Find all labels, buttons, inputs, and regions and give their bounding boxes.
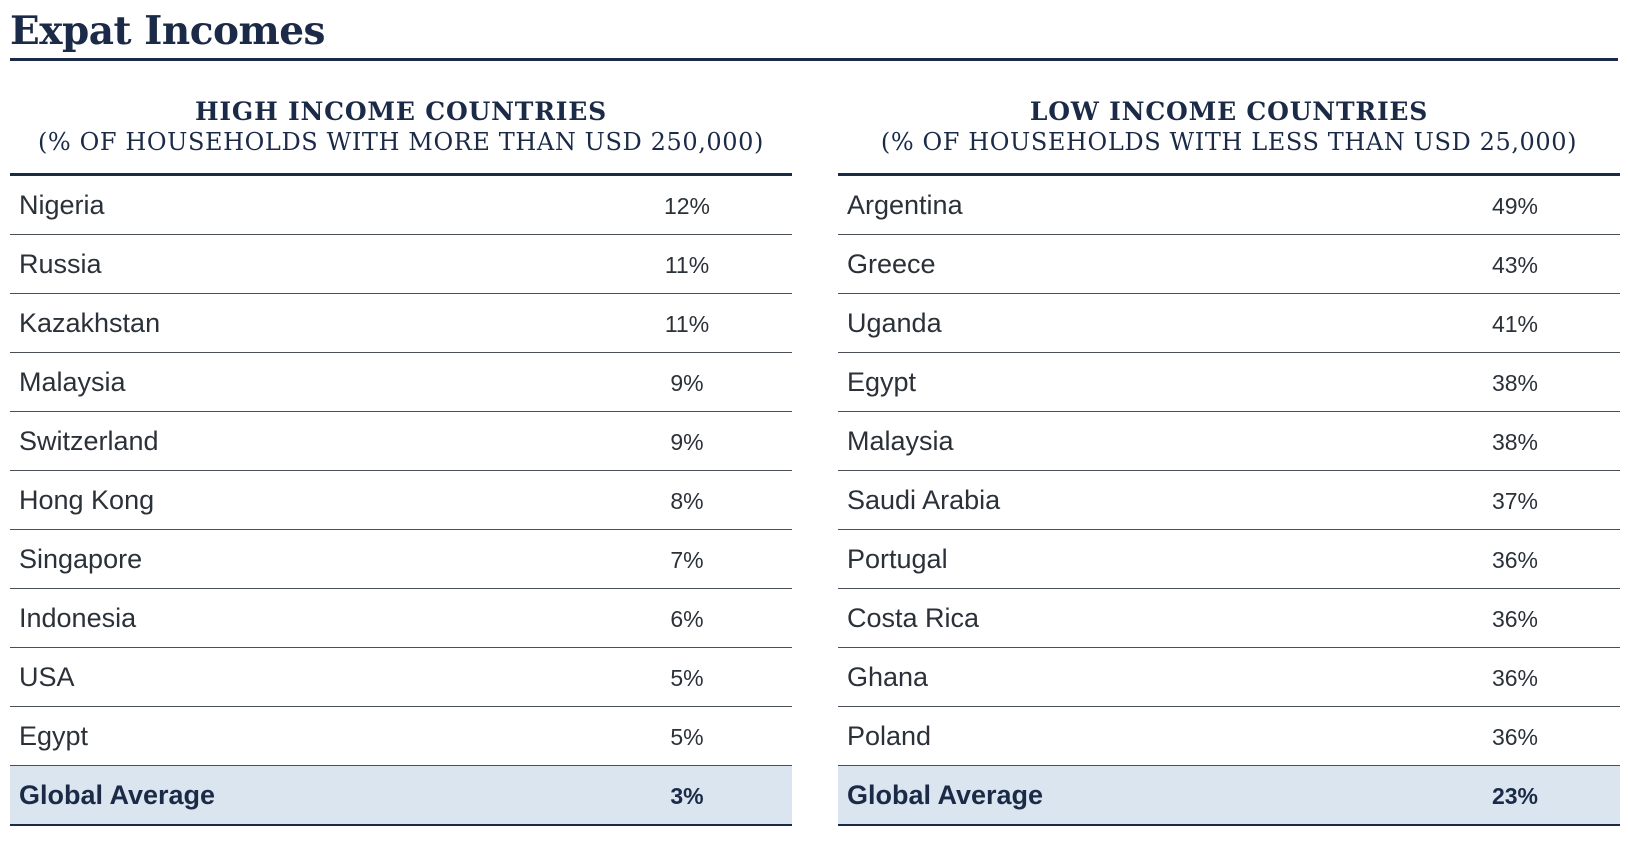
high-income-panel: HIGH INCOME COUNTRIES (% OF HOUSEHOLDS W… — [10, 97, 792, 826]
percent-value: 9% — [670, 370, 704, 396]
country-name: Indonesia — [19, 603, 137, 633]
low-income-heading: LOW INCOME COUNTRIES (% OF HOUSEHOLDS WI… — [838, 97, 1620, 173]
table-row: USA 5% — [10, 648, 792, 707]
table-row: Argentina 49% — [838, 176, 1620, 235]
low-income-subtitle: (% OF HOUSEHOLDS WITH LESS THAN USD 25,0… — [880, 128, 1578, 156]
percent-value: 6% — [670, 606, 704, 632]
percent-value: 11% — [664, 252, 710, 278]
low-income-table: Argentina 49% Greece 43% Uganda 41% Egypt 38… — [838, 176, 1620, 826]
country-name: Russia — [19, 249, 102, 279]
percent-value: 12% — [663, 193, 711, 219]
table-row: Kazakhstan 11% — [10, 294, 792, 353]
country-name: Poland — [847, 721, 932, 751]
table-row: Switzerland 9% — [10, 412, 792, 471]
percent-value: 38% — [1491, 370, 1539, 396]
high-income-table: Nigeria 12% Russia 11% Kazakhstan 11% Malay… — [10, 176, 792, 826]
country-name: Costa Rica — [847, 603, 980, 633]
table-row: Portugal 36% — [838, 530, 1620, 589]
title-rule — [10, 58, 1618, 61]
country-name: Saudi Arabia — [847, 485, 1001, 515]
country-name: Nigeria — [19, 190, 105, 220]
country-name: Uganda — [847, 308, 942, 338]
table-row: Russia 11% — [10, 235, 792, 294]
table-row: Malaysia 9% — [10, 353, 792, 412]
table-row: Uganda 41% — [838, 294, 1620, 353]
percent-value: 5% — [670, 665, 704, 691]
table-row: Indonesia 6% — [10, 589, 792, 648]
table-row: Nigeria 12% — [10, 176, 792, 235]
table-row: Greece 43% — [838, 235, 1620, 294]
low-income-title: LOW INCOME COUNTRIES — [1029, 97, 1429, 126]
page-title: Expat Incomes — [10, 8, 326, 54]
high-income-title: HIGH INCOME COUNTRIES — [195, 97, 607, 126]
percent-value: 7% — [670, 547, 704, 573]
global-average-label: Global Average — [847, 780, 1044, 810]
table-row: Egypt 5% — [10, 707, 792, 766]
percent-value: 43% — [1491, 252, 1539, 278]
percent-value: 41% — [1491, 311, 1539, 337]
country-name: Argentina — [847, 190, 963, 220]
global-average-label: Global Average — [19, 780, 216, 810]
percent-value: 37% — [1491, 488, 1539, 514]
high-income-heading: HIGH INCOME COUNTRIES (% OF HOUSEHOLDS W… — [10, 97, 792, 173]
global-average-value: 23% — [1491, 783, 1539, 809]
country-name: Singapore — [19, 544, 143, 574]
percent-value: 36% — [1491, 665, 1539, 691]
table-row: Costa Rica 36% — [838, 589, 1620, 648]
percent-value: 36% — [1491, 606, 1539, 632]
country-name: Greece — [847, 249, 936, 279]
global-average-row: Global Average 23% — [838, 766, 1620, 826]
country-name: Ghana — [847, 662, 929, 692]
table-row: Egypt 38% — [838, 353, 1620, 412]
country-name: Portugal — [847, 544, 948, 574]
global-average-row: Global Average 3% — [10, 766, 792, 826]
table-row: Saudi Arabia 37% — [838, 471, 1620, 530]
low-income-panel: LOW INCOME COUNTRIES (% OF HOUSEHOLDS WI… — [838, 97, 1620, 826]
percent-value: 36% — [1491, 724, 1539, 750]
percent-value: 49% — [1491, 193, 1539, 219]
heading-rule — [838, 173, 1620, 176]
global-average-value: 3% — [670, 783, 704, 809]
table-row: Ghana 36% — [838, 648, 1620, 707]
country-name: Kazakhstan — [19, 308, 161, 338]
percent-value: 11% — [664, 311, 710, 337]
percent-value: 9% — [670, 429, 704, 455]
country-name: USA — [19, 662, 75, 692]
country-name: Switzerland — [19, 426, 159, 456]
percent-value: 5% — [670, 724, 704, 750]
table-row: Malaysia 38% — [838, 412, 1620, 471]
table-row: Poland 36% — [838, 707, 1620, 766]
heading-rule — [10, 173, 792, 176]
country-name: Egypt — [19, 721, 89, 751]
country-name: Malaysia — [19, 367, 126, 397]
country-name: Hong Kong — [19, 485, 155, 515]
table-row: Hong Kong 8% — [10, 471, 792, 530]
table-row: Singapore 7% — [10, 530, 792, 589]
country-name: Egypt — [847, 367, 917, 397]
percent-value: 38% — [1491, 429, 1539, 455]
country-name: Malaysia — [847, 426, 954, 456]
percent-value: 8% — [670, 488, 704, 514]
high-income-subtitle: (% OF HOUSEHOLDS WITH MORE THAN USD 250,… — [37, 128, 765, 156]
percent-value: 36% — [1491, 547, 1539, 573]
